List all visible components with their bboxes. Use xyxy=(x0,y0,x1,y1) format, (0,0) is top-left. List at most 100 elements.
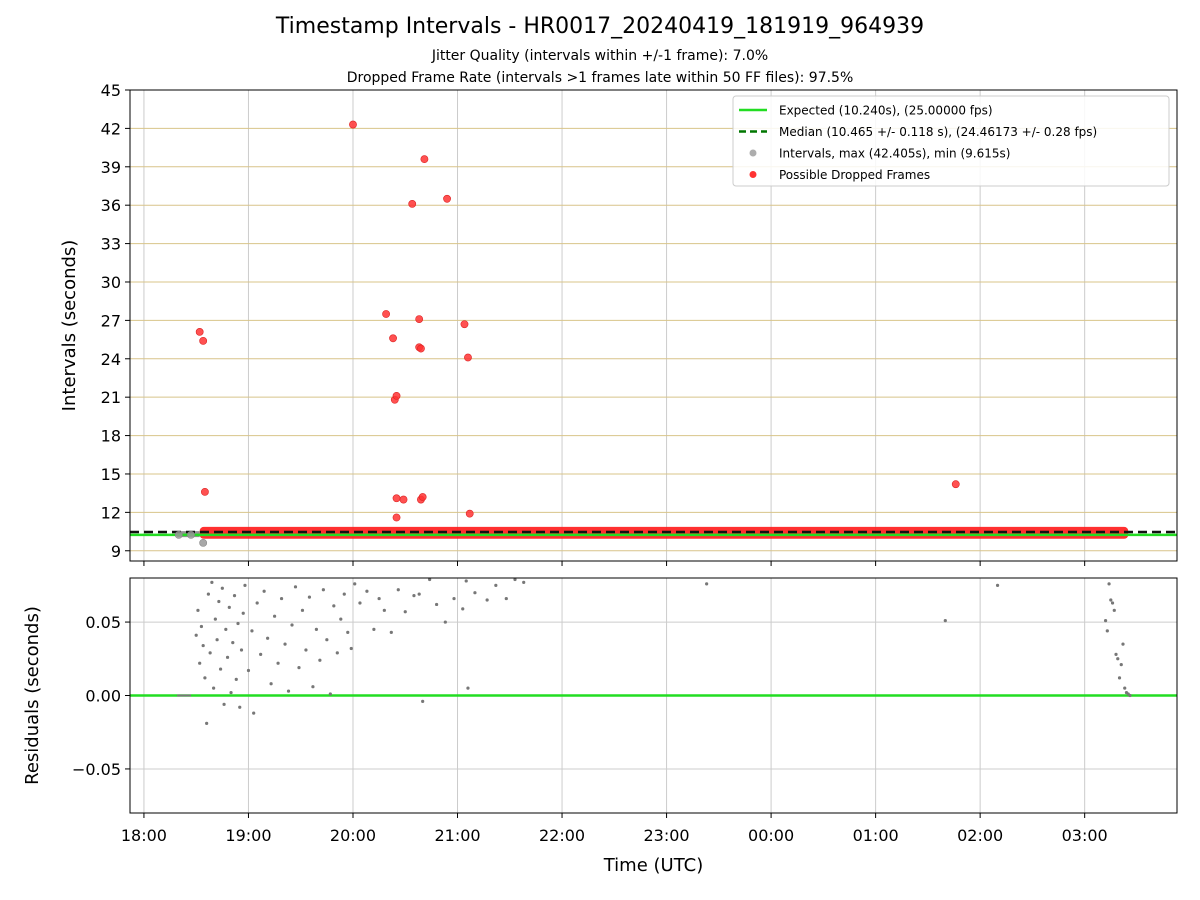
residual-point xyxy=(239,648,244,652)
dropped-frame-point xyxy=(195,327,204,336)
y-tick-label-top: 21 xyxy=(101,388,121,407)
residual-point xyxy=(232,594,237,598)
dropped-frame-point xyxy=(417,344,425,353)
residual-point xyxy=(286,689,291,693)
residual-point xyxy=(225,655,230,659)
residual-point xyxy=(353,582,357,586)
intervals-reference-lines xyxy=(130,530,1177,537)
interval-point xyxy=(174,530,183,539)
residual-point xyxy=(485,598,489,602)
residual-point xyxy=(218,667,223,671)
residual-point xyxy=(342,592,346,596)
residual-point xyxy=(290,623,294,627)
x-tick-label: 22:00 xyxy=(539,826,585,845)
residual-point xyxy=(335,651,339,655)
x-tick-label: 19:00 xyxy=(225,826,271,845)
residual-point xyxy=(215,638,219,642)
residual-point xyxy=(199,624,204,629)
time-x-label: Time (UTC) xyxy=(603,855,704,876)
residual-point xyxy=(194,633,198,637)
dropped-frame-point xyxy=(392,513,401,522)
residual-point xyxy=(522,580,526,585)
dropped-frame-point xyxy=(392,391,401,400)
residual-point xyxy=(443,620,447,624)
residual-point xyxy=(217,599,221,604)
residual-point xyxy=(304,648,308,652)
residual-point xyxy=(238,705,242,709)
residuals-y-label: Residuals (seconds) xyxy=(22,606,43,785)
residual-point xyxy=(346,630,350,634)
residual-point xyxy=(213,617,217,621)
residual-point xyxy=(262,589,266,593)
intervals-y-ticks: 9 12 15 18 21 24 27 30 33 36 39 42 45 xyxy=(101,81,130,561)
residual-point xyxy=(279,596,284,601)
dropped-frame-point xyxy=(465,509,474,518)
legend-label: Intervals, max (42.405s), min (9.615s) xyxy=(779,147,1010,161)
x-tick-label: 02:00 xyxy=(957,826,1003,845)
intervals-axes-frame xyxy=(129,89,1178,562)
residual-point xyxy=(272,614,277,618)
x-tick-label: 18:00 xyxy=(121,826,167,845)
chart-subtitle-dropped: Dropped Frame Rate (intervals >1 frames … xyxy=(346,70,854,86)
residual-point xyxy=(452,596,456,601)
residual-point xyxy=(1114,652,1118,656)
residual-point xyxy=(212,686,216,690)
y-tick-label-top: 30 xyxy=(101,273,121,292)
dropped-frame-point xyxy=(349,120,357,129)
residual-point xyxy=(1103,618,1108,623)
y-tick-label-bottom: 0.00 xyxy=(85,687,121,706)
residual-point xyxy=(241,611,245,615)
x-tick-label: 20:00 xyxy=(330,826,376,845)
residual-point xyxy=(1107,582,1111,586)
residual-point xyxy=(205,721,209,726)
y-tick-label-top: 42 xyxy=(101,119,121,138)
residual-point xyxy=(234,677,238,681)
residual-point xyxy=(300,608,305,612)
residual-point xyxy=(259,652,263,656)
residual-point xyxy=(513,577,517,582)
dropped-frame-point xyxy=(389,334,397,343)
residual-point xyxy=(208,651,212,655)
legend-box xyxy=(732,95,1170,187)
residual-point xyxy=(396,588,400,592)
interval-point xyxy=(199,538,208,547)
dropped-frame-point xyxy=(382,310,390,318)
residual-point xyxy=(229,690,233,695)
y-tick-label-top: 18 xyxy=(101,427,121,446)
residual-point xyxy=(417,592,421,596)
residual-point xyxy=(201,643,205,648)
dropped-frame-point xyxy=(951,480,960,489)
residual-point xyxy=(1123,686,1127,690)
residual-point xyxy=(210,580,214,585)
dropped-frame-point xyxy=(199,336,208,345)
intervals-x-ticks xyxy=(143,561,1086,566)
residual-point xyxy=(269,682,273,686)
residual-point xyxy=(1110,601,1115,605)
dropped-frame-point xyxy=(201,487,209,496)
residual-point xyxy=(995,583,1000,587)
residual-point xyxy=(332,604,336,608)
residual-point xyxy=(297,665,301,670)
residual-point xyxy=(1116,657,1120,661)
dropped-frame-point xyxy=(399,495,408,504)
dropped-frame-point xyxy=(392,494,401,503)
residual-point xyxy=(266,636,270,640)
residual-point xyxy=(365,589,369,593)
residual-point xyxy=(428,577,432,582)
y-tick-label-top: 24 xyxy=(101,350,121,369)
residual-point xyxy=(435,602,439,607)
residual-point xyxy=(372,627,376,632)
intervals-panel: 9 12 15 18 21 24 27 30 33 36 39 42 45 Intervals (sec… xyxy=(59,81,1178,566)
residual-point xyxy=(236,621,240,626)
residual-point xyxy=(412,594,416,598)
residual-point xyxy=(705,582,709,586)
y-tick-label-top: 15 xyxy=(101,465,121,484)
residual-point xyxy=(473,591,477,595)
residual-point xyxy=(198,661,202,665)
residual-point xyxy=(224,627,228,632)
dropped-frame-point xyxy=(408,200,417,208)
residuals-y-ticks: −0.05 0.00 0.05 xyxy=(72,613,130,779)
dropped-frame-point xyxy=(443,194,451,203)
residuals-panel: −0.05 0.00 0.05 18:00 19:00 20:00 21:00 22:00 2… xyxy=(22,577,1178,876)
